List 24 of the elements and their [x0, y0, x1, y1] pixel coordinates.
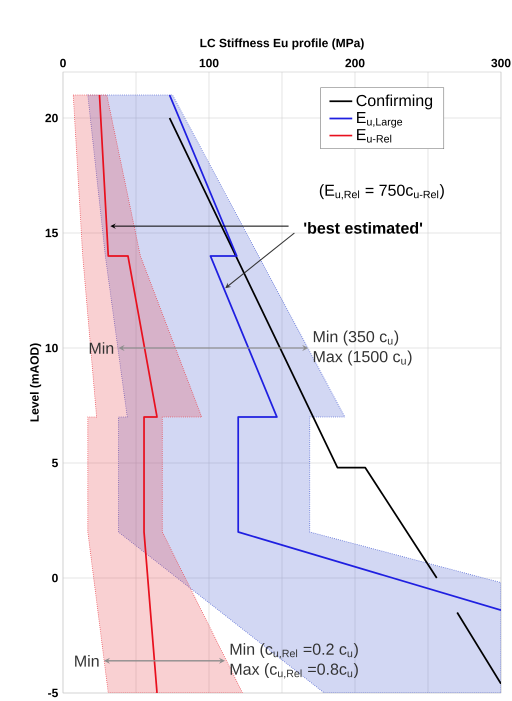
y-tick-label: 0: [52, 574, 58, 582]
x-tick-label: 100: [200, 58, 219, 68]
line-series: [168, 94, 501, 612]
x-tick-label: 300: [491, 58, 511, 68]
y-tick-label: 15: [46, 228, 58, 238]
y-tick-label: 5: [52, 458, 58, 468]
x-axis-title: LC Stiffness Eu profile (MPa): [200, 38, 364, 50]
annotation: Min (c$_{u,Rel}$ =0.2 c$_{u}$): [230, 643, 358, 658]
x-tick-label: 200: [345, 58, 365, 68]
y-tick-label: 20: [45, 114, 58, 122]
annotation: 'best estimated': [304, 222, 422, 234]
y-axis-title: Level (mAOD): [30, 343, 42, 422]
legend-label: Confirming: [356, 94, 432, 110]
x-tick-label: 0: [60, 58, 66, 68]
annotation: Min: [90, 342, 114, 354]
annotation: Min (350 c$_{u}$): [314, 330, 398, 346]
legend-label: E$_{u,Large}$: [357, 112, 402, 128]
y-tick-label: -5: [48, 688, 58, 698]
y-tick-label: 10: [46, 344, 58, 352]
annotation: Min: [75, 655, 99, 667]
legend-label: E$_{u-Rel}$: [357, 129, 392, 143]
annotation: Max (c$_{u,Rel}$ =0.8c$_{u}$): [230, 663, 358, 678]
annotation: (E$_{u,Rel}$ = 750c$_{u-Rel}$): [320, 184, 444, 200]
annotation: Max (1500 c$_{u}$): [314, 350, 412, 366]
